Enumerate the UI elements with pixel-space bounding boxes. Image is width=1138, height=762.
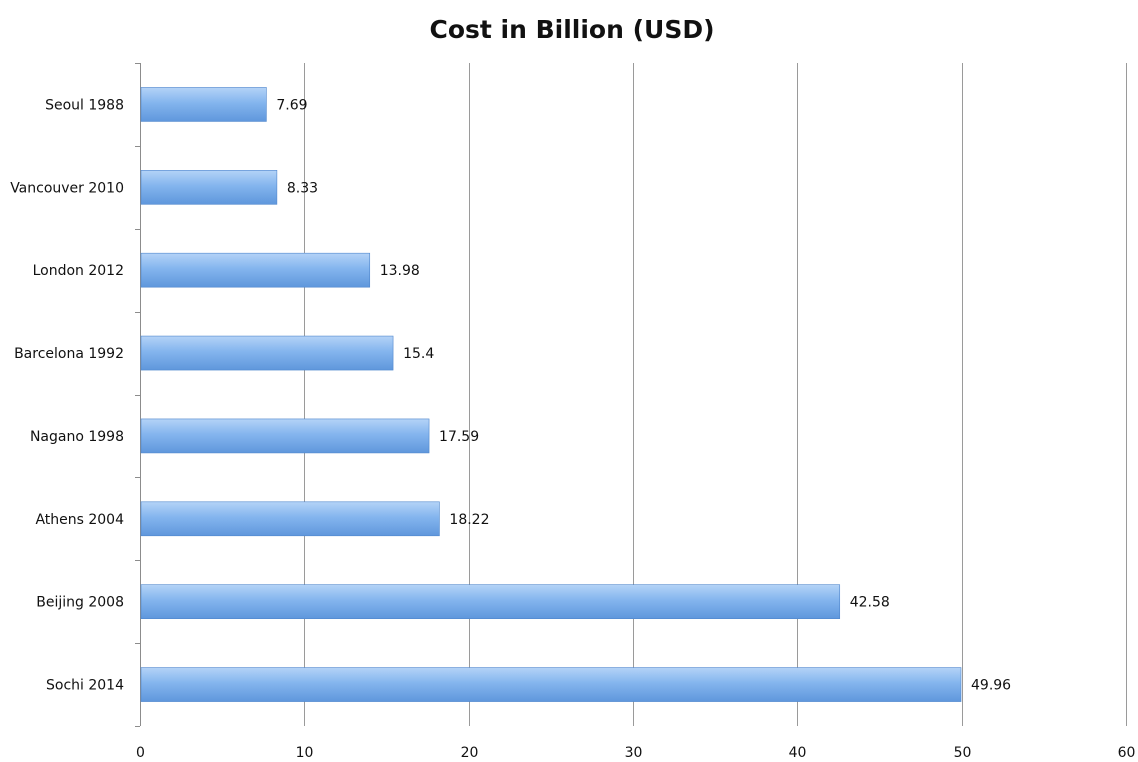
data-label: 13.98 [380,263,420,279]
bar-seoul-1988 [140,87,267,122]
data-label: 49.96 [971,678,1011,694]
category-label: Seoul 1988 [45,97,124,113]
data-label: 15.4 [403,346,434,362]
data-label: 17.59 [439,429,479,445]
bar-athens-2004 [140,501,440,537]
data-label: 42.58 [850,595,890,611]
x-tick-label: 30 [625,745,643,761]
category-label: Barcelona 1992 [14,346,124,362]
bar-sochi-2014 [140,667,962,702]
x-tick-label: 20 [461,745,479,761]
data-label: 7.69 [276,97,307,113]
bar-beijing-2008 [140,584,841,619]
gridlines [304,63,1127,726]
x-tick-label: 40 [789,745,807,761]
category-label: Vancouver 2010 [10,180,124,196]
x-tick-label: 60 [1118,745,1136,761]
category-label: Beijing 2008 [36,595,124,611]
category-label: Athens 2004 [35,512,124,528]
x-tick-label: 50 [954,745,972,761]
x-tick-label: 0 [136,745,145,761]
chart-title: Cost in Billion (USD) [429,15,714,44]
bar-vancouver-2010 [140,170,278,205]
category-label: London 2012 [33,263,124,279]
category-label: Sochi 2014 [46,678,124,694]
bar-london-2012 [140,252,371,288]
category-label: Nagano 1998 [30,429,124,445]
axes [135,63,141,727]
bar-nagano-1998 [140,418,430,454]
data-label: 8.33 [287,180,318,196]
bars [140,87,962,702]
bar-barcelona-1992 [140,335,394,371]
x-tick-label: 10 [296,745,314,761]
labels: 0 10 20 30 40 50 60 Seoul 1988 7.69 Vancouver 201… [10,97,1135,761]
data-label: 18.22 [449,512,489,528]
